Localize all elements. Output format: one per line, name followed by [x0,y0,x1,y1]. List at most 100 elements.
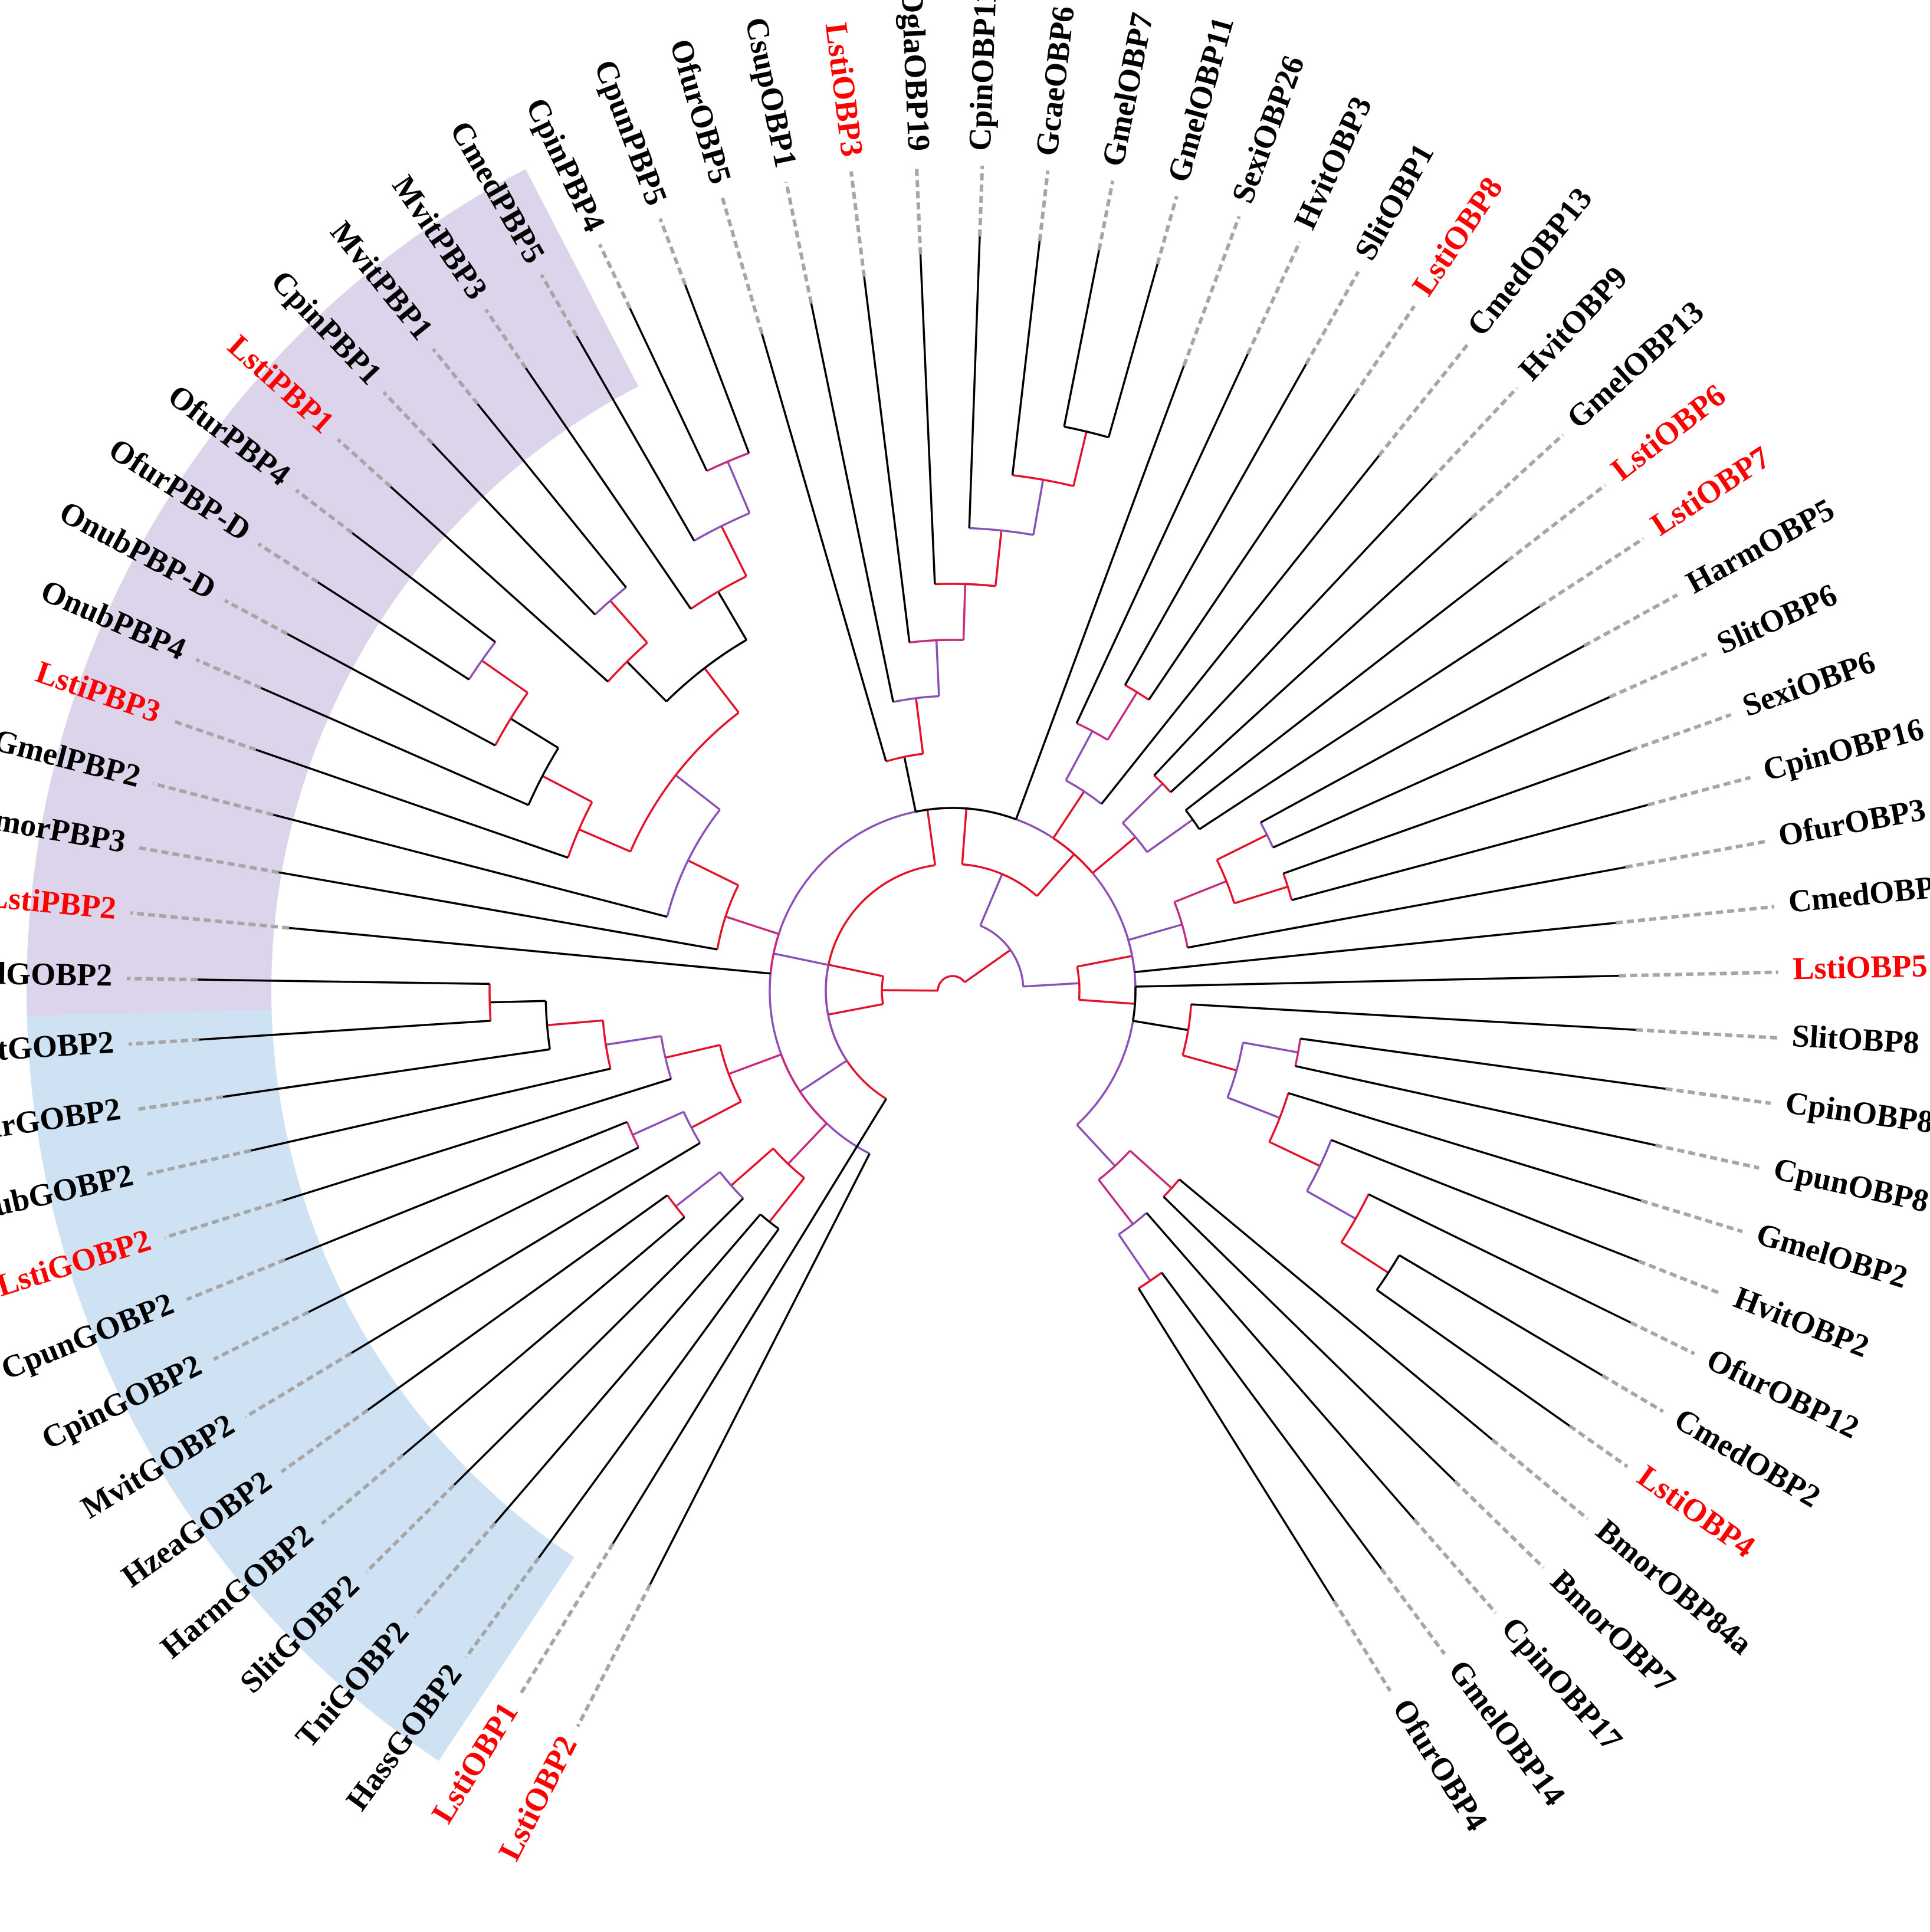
leaf-branch [1295,1064,1656,1146]
internal-node-arc [937,975,966,991]
leaf-connector [540,274,579,337]
leaf-connector [1647,776,1751,807]
leaf-label: GmelOBP7 [1095,9,1160,169]
internal-node-arc [488,984,492,1021]
leaf-connector [785,182,813,304]
internal-branch [1269,1141,1321,1167]
leaf-label: CsupOBP1 [738,14,804,170]
leaf-connector [1097,180,1115,251]
leaf-connector [224,599,288,636]
internal-node-arc [892,695,940,703]
leaf-connector [280,1408,369,1474]
leaf-connector [153,781,274,817]
internal-branch [1023,982,1079,988]
leaf-branch [367,1194,668,1411]
internal-node-arc [1173,901,1189,948]
leaf-branch [1283,749,1632,875]
internal-branch [1118,1234,1151,1282]
internal-node-arc [780,1054,828,1125]
internal-branch [915,698,924,754]
leaf-branch [1185,560,1508,811]
leaf-branch [1187,866,1626,949]
internal-node-arc [1124,684,1150,701]
internal-node-arc [567,801,593,858]
leaf-connector [1615,905,1775,925]
internal-node-arc [934,583,996,587]
internal-node-arc [690,575,747,610]
internal-branch [828,1003,884,1016]
leaf-label: SexiOBP6 [1738,644,1880,724]
leaf-connector [1377,344,1469,457]
internal-node-arc [693,512,750,542]
internal-node-arc [881,976,885,1004]
leaf-branch [198,978,490,985]
leaf-connector [431,347,480,405]
leaf-label: CpunPBP5 [587,55,675,210]
leaf-branch [1101,455,1380,805]
leaf-label: SexiOBP26 [1225,51,1311,208]
internal-node-arc [980,924,1025,987]
internal-node-arc [527,747,560,806]
leaf-branch [288,926,771,975]
internal-branch [903,756,917,812]
leaf-branch [222,1048,550,1098]
internal-branch [626,661,668,702]
leaf-branch [278,871,718,951]
internal-branch [1065,730,1094,781]
leaf-connector [1353,305,1416,396]
internal-node-arc [909,639,964,644]
leaf-connector [1635,1028,1777,1040]
internal-node-arc [666,1194,685,1218]
internal-node-arc [962,863,1038,897]
leaf-label: LstiOBP3 [819,21,871,159]
leaf-branch [1300,1037,1666,1090]
internal-node-arc [706,452,750,472]
leaf-connector [164,1198,284,1240]
internal-node-arc [1306,1139,1332,1192]
leaf-branch [273,813,668,918]
internal-node-arc [666,809,721,917]
leaf-connector [382,391,434,445]
leaf-label: CmedOBP26 [1787,866,1930,919]
leaf-connector [1038,170,1050,241]
leaf-connector [195,658,262,690]
internal-branch [1227,1096,1281,1119]
internal-branch [1076,1124,1116,1167]
leaf-connector [484,308,527,369]
leaf-connector [1625,840,1765,869]
internal-node-arc [468,641,497,681]
leaf-connector [978,165,984,236]
leaf-branch [810,303,894,702]
leaf-branch [1399,1254,1603,1376]
internal-node-arc [825,964,848,1062]
internal-branch [727,461,751,514]
internal-branch [703,667,740,714]
internal-branch [1076,955,1133,968]
leaf-branch [1291,804,1649,901]
leaf-branch [494,1214,762,1524]
leaf-connector [1568,1424,1629,1468]
leaf-label: CpinOBP11 [962,0,1003,152]
internal-branch [1098,1179,1134,1225]
internal-node-arc [1012,474,1074,487]
leaf-label: CpinOBP8 [1783,1085,1930,1140]
leaf-branch [1124,363,1307,686]
leaf-branch [1272,696,1610,849]
leaf-connector [127,977,198,982]
leaf-connector [130,911,290,930]
internal-branch [964,949,1012,984]
leaf-branch [282,1077,672,1202]
internal-branch [1146,819,1194,853]
internal-node-arc [719,1171,744,1200]
leaf-label: CmedGOBP2 [0,955,113,993]
internal-node-arc [1118,1212,1147,1236]
leaf-branch [1376,1289,1570,1427]
leaf-label: SlitOBP8 [1791,1018,1920,1060]
tree-branches [198,236,1666,1602]
leaf-connector [365,1483,456,1573]
internal-branch [1072,431,1088,487]
internal-node-arc [602,1020,612,1069]
leaf-connector [1453,1480,1545,1569]
internal-branch [961,808,968,865]
